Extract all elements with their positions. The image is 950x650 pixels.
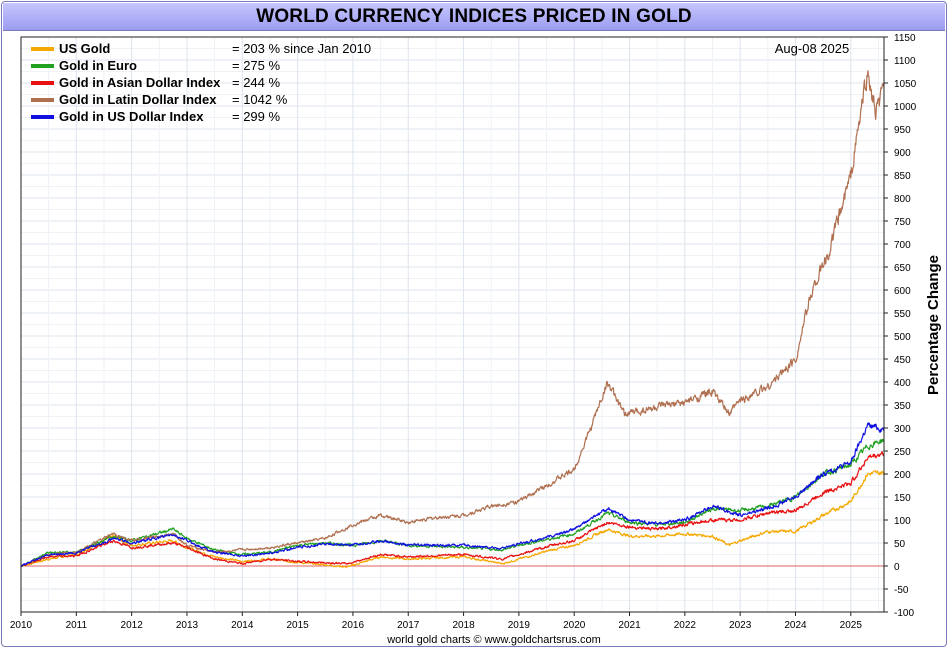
y-tick-label: 500 — [894, 332, 911, 343]
legend-series-value: = 299 % — [232, 109, 281, 124]
legend-series-value: = 244 % — [232, 75, 281, 90]
legend-series-name: Gold in Asian Dollar Index — [59, 75, 221, 90]
x-tick-label: 2024 — [784, 620, 807, 631]
y-tick-label: -50 — [894, 585, 909, 596]
footer-credit: world gold charts © www.goldchartsrus.co… — [386, 634, 601, 646]
x-tick-label: 2010 — [10, 620, 33, 631]
y-tick-label: 400 — [894, 378, 911, 389]
x-tick-label: 2014 — [231, 620, 254, 631]
y-tick-label: 50 — [894, 539, 906, 550]
series-line-2 — [20, 451, 885, 567]
legend-series-value: = 275 % — [232, 58, 281, 73]
x-tick-label: 2015 — [286, 620, 309, 631]
x-tick-label: 2013 — [176, 620, 199, 631]
series-line-0 — [20, 470, 885, 568]
y-tick-label: 350 — [894, 401, 911, 412]
legend-series-name: Gold in Euro — [59, 58, 137, 73]
y-tick-label: 100 — [894, 516, 911, 527]
y-tick-label: 850 — [894, 171, 911, 182]
date-label: Aug-08 2025 — [775, 41, 849, 56]
y-tick-label: 1000 — [894, 102, 917, 113]
y-tick-label: 1050 — [894, 79, 917, 90]
plot-border — [20, 36, 885, 613]
chart-title: WORLD CURRENCY INDICES PRICED IN GOLD — [3, 3, 945, 31]
x-tick-label: 2022 — [674, 620, 697, 631]
y-tick-label: 700 — [894, 240, 911, 251]
y-tick-label: 650 — [894, 263, 911, 274]
y-tick-label: 750 — [894, 217, 911, 228]
series-line-1 — [20, 438, 885, 567]
x-tick-label: 2012 — [121, 620, 144, 631]
y-tick-label: 950 — [894, 125, 911, 136]
x-tick-label: 2017 — [397, 620, 420, 631]
x-tick-label: 2016 — [342, 620, 365, 631]
x-tick-label: 2020 — [563, 620, 586, 631]
y-axis-label: Percentage Change — [925, 255, 942, 395]
legend-series-name: Gold in US Dollar Index — [59, 109, 204, 124]
x-tick-label: 2023 — [729, 620, 752, 631]
y-tick-label: 1150 — [894, 33, 916, 44]
legend-series-value: = 203 % since Jan 2010 — [232, 41, 371, 56]
y-tick-label: 0 — [894, 562, 900, 573]
y-tick-label: -100 — [894, 608, 914, 619]
x-tick-label: 2019 — [508, 620, 531, 631]
y-tick-label: 600 — [894, 286, 911, 297]
y-tick-label: 900 — [894, 148, 911, 159]
y-tick-label: 150 — [894, 493, 911, 504]
y-tick-label: 800 — [894, 194, 911, 205]
legend-series-name: Gold in Latin Dollar Index — [59, 92, 217, 107]
y-tick-label: 300 — [894, 424, 911, 435]
y-tick-label: 250 — [894, 447, 911, 458]
x-tick-label: 2011 — [66, 620, 88, 631]
x-tick-label: 2018 — [452, 620, 475, 631]
y-tick-label: 550 — [894, 309, 911, 320]
series-line-4 — [20, 422, 885, 568]
legend-series-value: = 1042 % — [232, 92, 288, 107]
x-tick-label: 2025 — [840, 620, 863, 631]
x-tick-label: 2021 — [618, 620, 641, 631]
legend-series-name: US Gold — [59, 41, 110, 56]
y-tick-label: 450 — [894, 355, 911, 366]
y-tick-label: 200 — [894, 470, 911, 481]
y-tick-label: 1100 — [894, 56, 916, 67]
